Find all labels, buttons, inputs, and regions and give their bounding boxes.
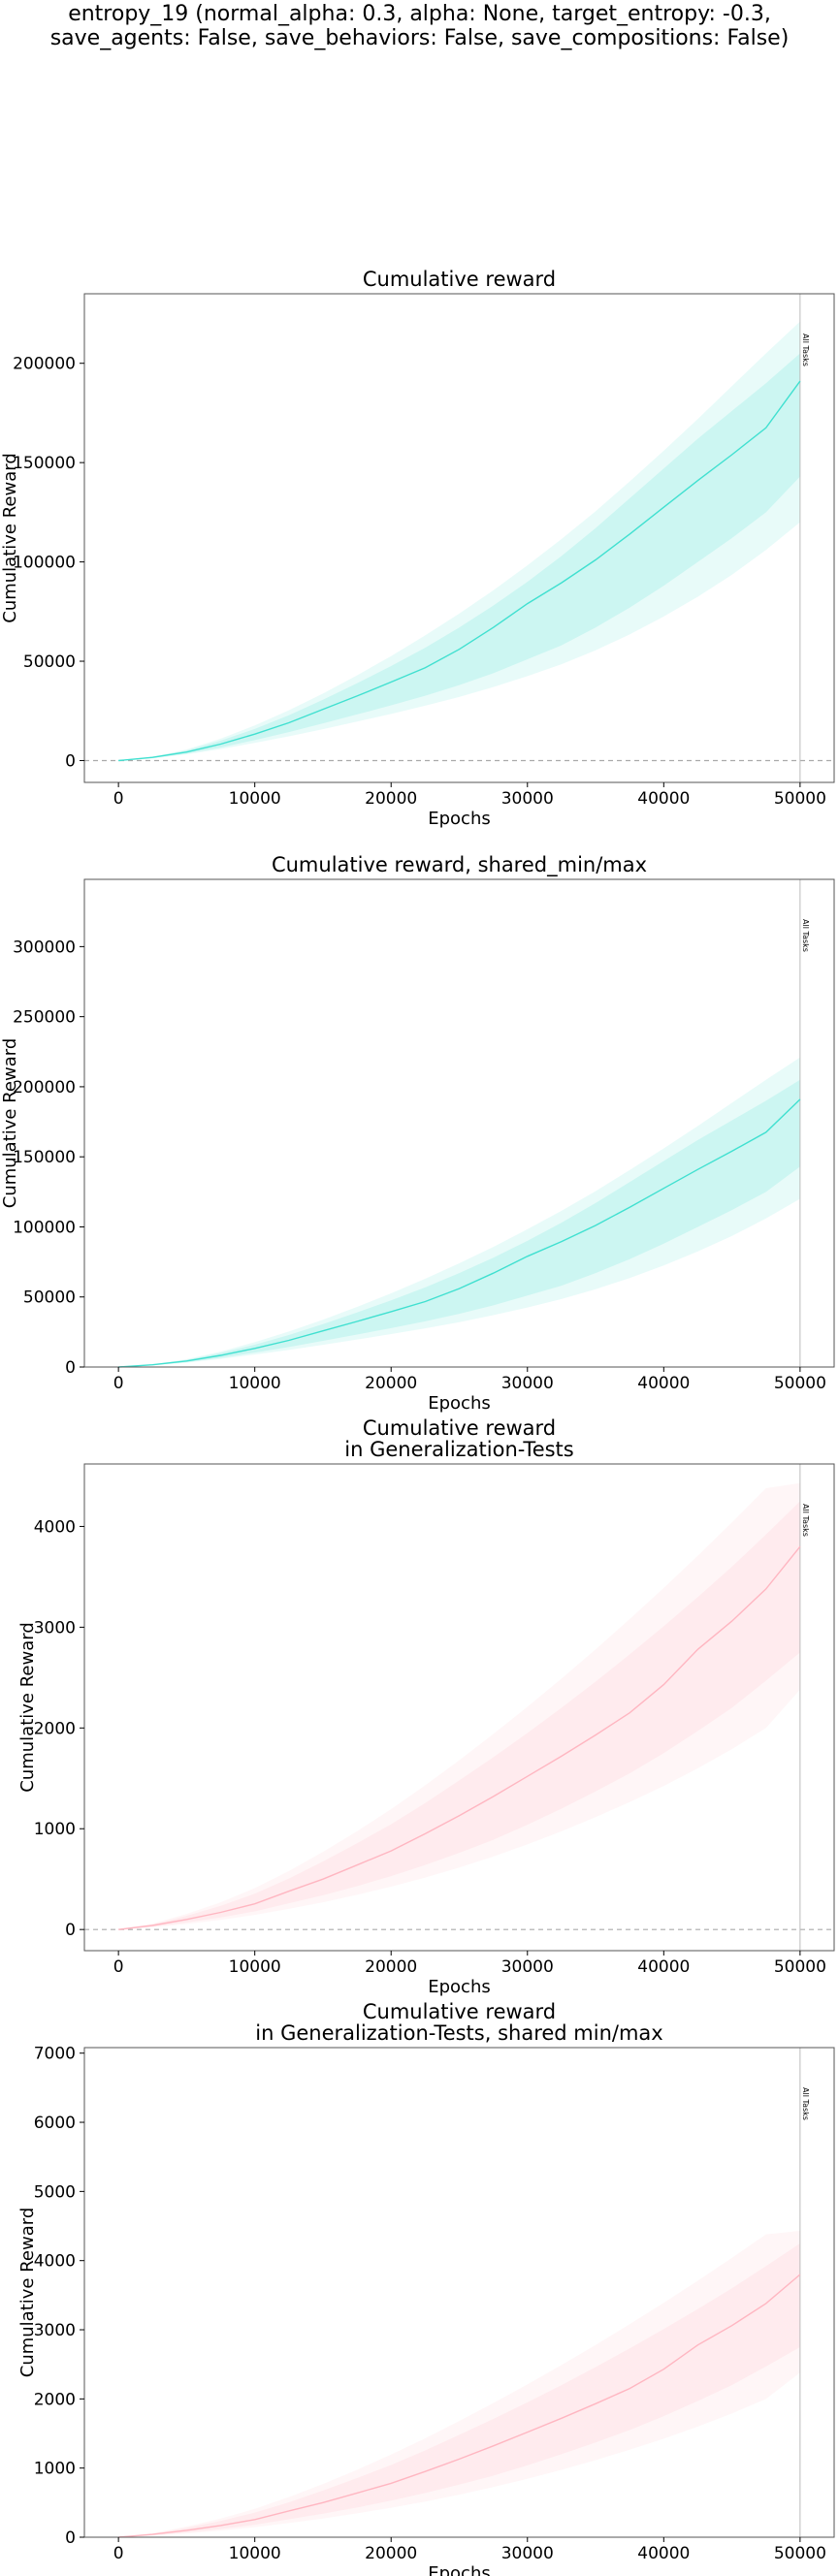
y-tick-label: 4000 (34, 1517, 76, 1537)
x-tick-label: 20000 (365, 1374, 417, 1393)
chart-title: in Generalization-Tests (344, 1438, 573, 1461)
chart-title: Cumulative reward, shared_min/max (272, 853, 647, 877)
x-tick-label: 0 (113, 2544, 124, 2563)
chart-title: in Generalization-Tests, shared min/max (255, 2021, 662, 2045)
mean-line (118, 2274, 801, 2538)
y-tick-label: 250000 (13, 1008, 76, 1028)
x-tick-label: 0 (113, 1957, 124, 1977)
x-axis-label: Epochs (428, 1977, 491, 1997)
y-tick-label: 1000 (34, 2460, 76, 2479)
x-axis-label: Epochs (428, 809, 491, 829)
x-tick-label: 30000 (501, 1957, 554, 1977)
y-tick-label: 150000 (13, 1148, 76, 1167)
chart-title: Cumulative reward (363, 2000, 556, 2023)
axes-frame (83, 1463, 835, 1952)
suptitle-line-1: entropy_19 (normal_alpha: 0.3, alpha: No… (68, 2, 771, 26)
inner-range-band (118, 1079, 800, 1367)
x-axis-label: Epochs (428, 2563, 491, 2576)
x-tick-label: 30000 (501, 1374, 554, 1393)
outer-range-band (118, 2231, 800, 2537)
suptitle-line-2: save_agents: False, save_behaviors: Fals… (49, 26, 790, 50)
y-tick-label: 6000 (34, 2114, 76, 2133)
x-tick-label: 10000 (229, 2544, 281, 2563)
y-tick-label: 1000 (34, 1820, 76, 1839)
chart-title: Cumulative reward (363, 268, 556, 291)
outer-range-band (118, 1057, 800, 1367)
y-tick-label: 50000 (23, 652, 76, 672)
all-tasks-marker-label: All Tasks (801, 334, 810, 366)
y-tick-label: 0 (65, 751, 76, 771)
inner-range-band (118, 2242, 800, 2537)
x-tick-label: 10000 (229, 789, 281, 809)
y-axis-label: Cumulative Reward (0, 453, 20, 623)
y-tick-label: 7000 (34, 2045, 76, 2064)
chart-title: Cumulative reward (363, 1416, 556, 1440)
inner-range-band (118, 1501, 800, 1930)
chart-panel-1: Cumulative reward All Tasks 0 10000 20000 300… (0, 268, 835, 829)
y-tick-label: 300000 (13, 938, 76, 957)
y-tick-label: 3000 (34, 1618, 76, 1638)
y-axis-label: Cumulative Reward (17, 1622, 38, 1793)
y-tick-label: 5000 (34, 2182, 76, 2202)
all-tasks-marker-label: All Tasks (801, 1504, 810, 1537)
y-tick-label: 200000 (13, 1078, 76, 1097)
x-axis-label: Epochs (428, 1393, 491, 1414)
x-tick-label: 40000 (637, 1374, 690, 1393)
x-tick-label: 20000 (365, 1957, 417, 1977)
x-tick-label: 50000 (774, 2544, 826, 2563)
x-tick-label: 0 (113, 1374, 124, 1393)
all-tasks-marker-label: All Tasks (801, 2087, 810, 2120)
y-tick-label: 150000 (13, 454, 76, 473)
mean-line (118, 380, 801, 762)
y-tick-label: 2000 (34, 2390, 76, 2409)
y-tick-label: 2000 (34, 1719, 76, 1738)
y-tick-label: 3000 (34, 2321, 76, 2340)
y-tick-label: 50000 (23, 1288, 76, 1308)
x-tick-label: 0 (113, 789, 124, 809)
y-tick-label: 100000 (13, 1218, 76, 1237)
x-tick-label: 20000 (365, 789, 417, 809)
x-tick-label: 50000 (774, 1957, 826, 1977)
x-tick-label: 50000 (774, 789, 826, 809)
x-tick-label: 30000 (501, 2544, 554, 2563)
x-tick-label: 50000 (774, 1374, 826, 1393)
inner-range-band (118, 353, 800, 761)
axes-frame (83, 878, 835, 1368)
all-tasks-marker-label: All Tasks (801, 919, 810, 952)
chart-panel-2: Cumulative reward, shared_min/max All Tas… (0, 853, 835, 1414)
mean-line (118, 1545, 801, 1930)
y-tick-label: 200000 (13, 355, 76, 374)
x-tick-label: 10000 (229, 1957, 281, 1977)
y-tick-label: 0 (65, 2528, 76, 2548)
x-tick-label: 40000 (637, 2544, 690, 2563)
y-axis-label: Cumulative Reward (17, 2208, 38, 2378)
x-tick-label: 20000 (365, 2544, 417, 2563)
x-tick-label: 30000 (501, 789, 554, 809)
outer-range-band (118, 1482, 800, 1930)
outer-range-band (118, 321, 800, 761)
mean-line (118, 1098, 801, 1368)
axes-frame (83, 2047, 835, 2538)
axes-frame (83, 293, 835, 783)
y-tick-label: 4000 (34, 2252, 76, 2272)
figure-suptitle: entropy_19 (normal_alpha: 0.3, alpha: No… (0, 2, 839, 50)
x-tick-label: 40000 (637, 1957, 690, 1977)
y-tick-label: 0 (65, 1358, 76, 1378)
x-tick-label: 40000 (637, 789, 690, 809)
y-axis-label: Cumulative Reward (0, 1038, 20, 1209)
y-tick-label: 0 (65, 1921, 76, 1940)
y-tick-label: 100000 (13, 554, 76, 573)
x-tick-label: 10000 (229, 1374, 281, 1393)
